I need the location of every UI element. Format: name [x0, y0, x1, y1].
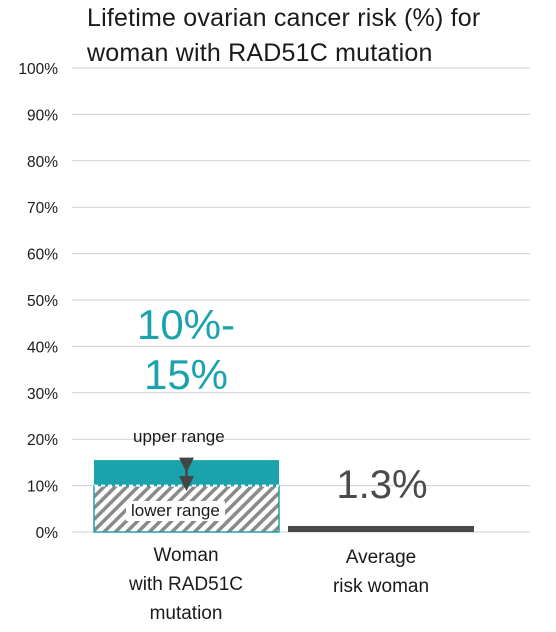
bar1-value-label: 10%- 15%	[96, 300, 276, 400]
y-tick-label: 0%	[36, 525, 59, 542]
bar1-value-line-1: 10%-	[136, 301, 236, 348]
y-tick-label: 90%	[27, 107, 58, 124]
chart-title-line-2: woman with RAD51C mutation	[87, 39, 433, 67]
x-category-1-line-2: with RAD51C	[128, 574, 244, 595]
y-tick-label: 20%	[27, 432, 58, 449]
y-tick-label: 50%	[27, 293, 58, 310]
y-tick-label: 10%	[27, 479, 58, 496]
lower-range-label: lower range	[126, 501, 225, 521]
x-category-2: Average risk woman	[281, 543, 481, 601]
bar1-value-line-2: 15%	[143, 351, 229, 398]
y-tick-label: 70%	[27, 200, 58, 217]
y-tick-label: 60%	[27, 247, 58, 264]
y-tick-label: 100%	[18, 61, 58, 78]
x-category-1-line-1: Woman	[153, 545, 219, 566]
y-axis-ticks: 0% 10% 20% 30% 40% 50% 60% 70% 80% 90% 100%	[18, 61, 58, 542]
upper-range-label: upper range	[133, 427, 225, 446]
x-category-2-line-1: Average	[345, 547, 417, 568]
bar2-average-risk	[288, 525, 474, 532]
chart-title-line-1: Lifetime ovarian cancer risk (%) for	[87, 4, 481, 32]
y-tick-label: 40%	[27, 339, 58, 356]
bar2-value-label: 1.3%	[336, 463, 428, 507]
y-tick-label: 30%	[27, 386, 58, 403]
x-category-1: Woman with RAD51C mutation	[86, 541, 286, 628]
x-category-2-line-2: risk woman	[332, 576, 430, 597]
y-tick-label: 80%	[27, 154, 58, 171]
x-category-1-line-3: mutation	[149, 603, 223, 624]
